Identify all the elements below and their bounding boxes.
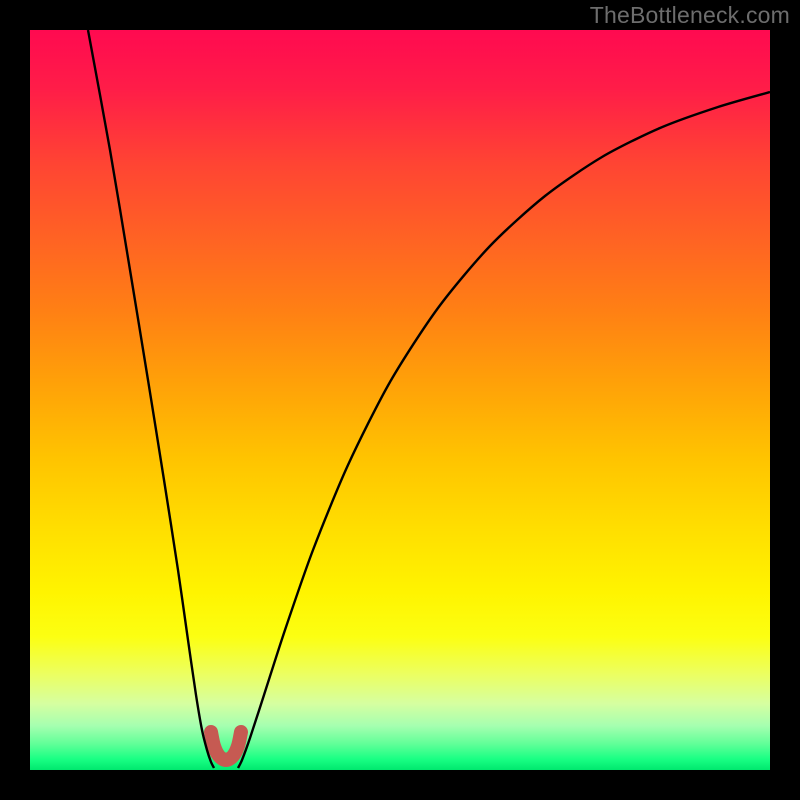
plot-area	[30, 30, 770, 770]
watermark-text: TheBottleneck.com	[590, 2, 790, 29]
chart-frame: TheBottleneck.com	[0, 0, 800, 800]
chart-svg	[30, 30, 770, 770]
plot-background	[30, 30, 770, 770]
